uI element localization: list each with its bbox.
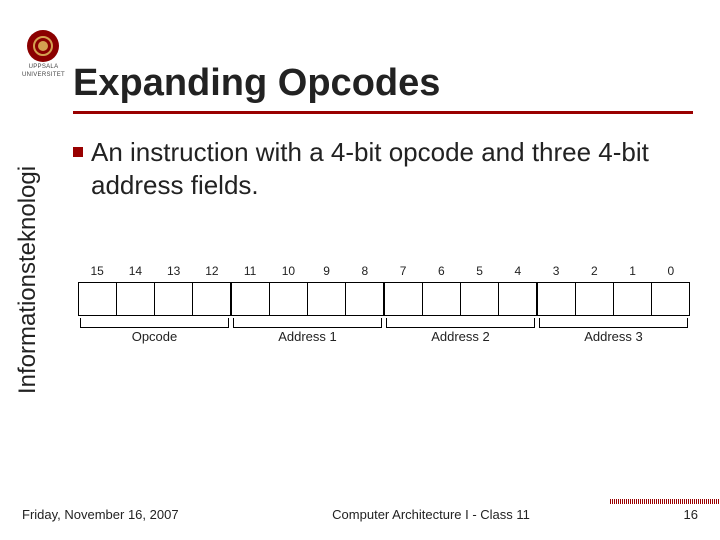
logo-seal bbox=[27, 30, 59, 62]
bit-cells-row bbox=[78, 282, 690, 316]
bit-cell bbox=[385, 283, 423, 315]
bit-number: 12 bbox=[193, 264, 231, 282]
bit-number: 3 bbox=[537, 264, 575, 282]
bit-cell bbox=[232, 283, 270, 315]
bit-cell bbox=[499, 283, 538, 315]
title-area: Expanding Opcodes bbox=[73, 62, 720, 114]
bracket bbox=[80, 318, 229, 328]
bracket bbox=[539, 318, 688, 328]
field-group: Address 3 bbox=[537, 318, 690, 346]
bit-cell bbox=[423, 283, 461, 315]
field-label: Address 3 bbox=[537, 329, 690, 344]
footer: Friday, November 16, 2007 Computer Archi… bbox=[22, 507, 698, 522]
bit-number: 0 bbox=[652, 264, 690, 282]
bit-cell bbox=[538, 283, 576, 315]
bit-cell bbox=[652, 283, 689, 315]
bit-cell bbox=[346, 283, 385, 315]
page-title: Expanding Opcodes bbox=[73, 62, 720, 111]
bit-number: 7 bbox=[384, 264, 422, 282]
bit-cell bbox=[461, 283, 499, 315]
bit-number: 1 bbox=[614, 264, 652, 282]
bit-cell bbox=[79, 283, 117, 315]
sidebar-label: Informationsteknologi bbox=[14, 166, 42, 394]
university-logo: UPPSALA UNIVERSITET bbox=[22, 30, 65, 78]
bit-cell bbox=[576, 283, 614, 315]
bit-cell bbox=[270, 283, 308, 315]
decorative-stripe bbox=[610, 499, 720, 504]
field-label: Address 1 bbox=[231, 329, 384, 344]
bit-number: 15 bbox=[78, 264, 116, 282]
bit-cell bbox=[193, 283, 232, 315]
footer-page: 16 bbox=[684, 507, 698, 522]
bullet-item: An instruction with a 4-bit opcode and t… bbox=[73, 136, 690, 201]
bit-number-row: 1514131211109876543210 bbox=[78, 264, 690, 282]
instruction-diagram: 1514131211109876543210 OpcodeAddress 1Ad… bbox=[78, 264, 690, 346]
bit-cell bbox=[155, 283, 193, 315]
logo-sub-text: UNIVERSITET bbox=[22, 72, 65, 78]
bracket bbox=[233, 318, 382, 328]
bracket bbox=[386, 318, 535, 328]
bit-number: 4 bbox=[499, 264, 537, 282]
bit-cell bbox=[308, 283, 346, 315]
bit-number: 2 bbox=[575, 264, 613, 282]
bit-number: 5 bbox=[461, 264, 499, 282]
field-group: Opcode bbox=[78, 318, 231, 346]
field-group: Address 1 bbox=[231, 318, 384, 346]
bit-number: 9 bbox=[308, 264, 346, 282]
bullet-icon bbox=[73, 147, 83, 157]
bit-number: 11 bbox=[231, 264, 269, 282]
bit-number: 6 bbox=[422, 264, 460, 282]
bracket-row: OpcodeAddress 1Address 2Address 3 bbox=[78, 318, 690, 346]
bit-number: 14 bbox=[116, 264, 154, 282]
bit-cell bbox=[117, 283, 155, 315]
field-group: Address 2 bbox=[384, 318, 537, 346]
field-label: Address 2 bbox=[384, 329, 537, 344]
bit-cell bbox=[614, 283, 652, 315]
field-label: Opcode bbox=[78, 329, 231, 344]
bit-number: 10 bbox=[269, 264, 307, 282]
content-area: An instruction with a 4-bit opcode and t… bbox=[73, 136, 690, 201]
sidebar: Informationsteknologi bbox=[14, 140, 42, 420]
footer-course: Computer Architecture I - Class 11 bbox=[332, 507, 530, 522]
bullet-text: An instruction with a 4-bit opcode and t… bbox=[91, 136, 690, 201]
bit-number: 13 bbox=[155, 264, 193, 282]
bit-number: 8 bbox=[346, 264, 384, 282]
logo-uni-text: UPPSALA bbox=[29, 64, 59, 70]
footer-date: Friday, November 16, 2007 bbox=[22, 507, 179, 522]
title-underline bbox=[73, 111, 693, 114]
